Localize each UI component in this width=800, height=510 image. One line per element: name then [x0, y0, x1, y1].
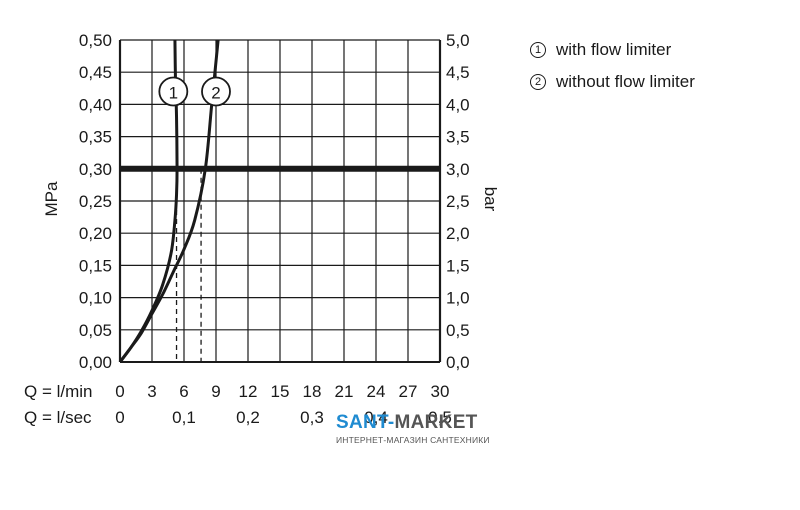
- series-marker-label: 1: [169, 84, 178, 103]
- y-tick-label-mpa: 0,30: [79, 160, 112, 179]
- series-marker-label: 2: [211, 84, 220, 103]
- x-tick-label-lmin: 24: [367, 382, 386, 401]
- x-tick-label-lsec: 0,4: [364, 408, 388, 427]
- chart-ticks: 0,000,050,100,150,200,250,300,350,400,45…: [79, 31, 470, 427]
- y-tick-label-mpa: 0,40: [79, 95, 112, 114]
- x-tick-label-lsec: 0,1: [172, 408, 196, 427]
- x-tick-label-lmin: 27: [399, 382, 418, 401]
- legend-marker-2: 2: [530, 74, 546, 90]
- series-line-2: [118, 39, 220, 363]
- y-tick-label-mpa: 0,20: [79, 224, 112, 243]
- y-tick-label-bar: 3,0: [446, 160, 470, 179]
- x-tick-label-lsec: 0,5: [428, 408, 452, 427]
- watermark-brand-part-a: SANT-: [336, 412, 395, 433]
- y-tick-label-bar: 1,0: [446, 289, 470, 308]
- x-axis-lsec-title: Q = l/sec: [24, 408, 92, 427]
- legend-label: with flow limiter: [556, 40, 672, 59]
- x-tick-label-lmin: 6: [179, 382, 188, 401]
- legend-label: without flow limiter: [556, 72, 695, 91]
- x-tick-label-lmin: 3: [147, 382, 156, 401]
- x-tick-label-lsec: 0,3: [300, 408, 324, 427]
- watermark-subtitle: ИНТЕРНЕТ-МАГАЗИН САНТЕХНИКИ: [336, 435, 490, 445]
- x-axis-lmin-title: Q = l/min: [24, 382, 93, 401]
- y-tick-label-bar: 0,5: [446, 321, 470, 340]
- y-tick-label-mpa: 0,05: [79, 321, 112, 340]
- legend-item-without-flow-limiter: 2 without flow limiter: [530, 66, 695, 98]
- x-tick-label-lmin: 12: [239, 382, 258, 401]
- chart-grid: [118, 39, 442, 363]
- x-tick-label-lmin: 15: [271, 382, 290, 401]
- y-tick-label-bar: 2,5: [446, 192, 470, 211]
- x-tick-label-lmin: 0: [115, 382, 124, 401]
- y-tick-label-bar: 4,0: [446, 95, 470, 114]
- x-tick-label-lmin: 21: [335, 382, 354, 401]
- right-axis-title: bar: [481, 187, 500, 212]
- x-tick-label-lmin: 9: [211, 382, 220, 401]
- watermark-logo: SANT-MARKET ИНТЕРНЕТ-МАГАЗИН САНТЕХНИКИ: [336, 412, 490, 445]
- series-marker-circle: [201, 76, 231, 107]
- legend-marker-1: 1: [530, 42, 546, 58]
- y-tick-label-mpa: 0,00: [79, 353, 112, 372]
- y-tick-label-bar: 3,5: [446, 128, 470, 147]
- x-tick-label-lsec: 0: [115, 408, 124, 427]
- series-marker-circle: [158, 76, 189, 107]
- y-tick-label-mpa: 0,10: [79, 289, 112, 308]
- legend-item-with-flow-limiter: 1 with flow limiter: [530, 34, 695, 66]
- y-tick-label-mpa: 0,45: [79, 63, 112, 82]
- x-tick-label-lmin: 30: [431, 382, 450, 401]
- y-tick-label-bar: 0,0: [446, 353, 470, 372]
- y-tick-label-bar: 2,0: [446, 224, 470, 243]
- chart-legend: 1 with flow limiter 2 without flow limit…: [530, 34, 695, 98]
- y-tick-label-bar: 1,5: [446, 256, 470, 275]
- x-tick-label-lmin: 18: [303, 382, 322, 401]
- y-tick-label-mpa: 0,15: [79, 256, 112, 275]
- y-tick-label-mpa: 0,50: [79, 31, 112, 50]
- watermark-brand: SANT-MARKET: [336, 412, 490, 434]
- x-tick-label-lsec: 0,2: [236, 408, 260, 427]
- y-tick-label-bar: 4,5: [446, 63, 470, 82]
- left-axis-title: MPa: [42, 181, 61, 217]
- y-tick-label-mpa: 0,35: [79, 128, 112, 147]
- y-tick-label-mpa: 0,25: [79, 192, 112, 211]
- watermark-brand-part-b: MARKET: [394, 412, 478, 433]
- y-tick-label-bar: 5,0: [446, 31, 470, 50]
